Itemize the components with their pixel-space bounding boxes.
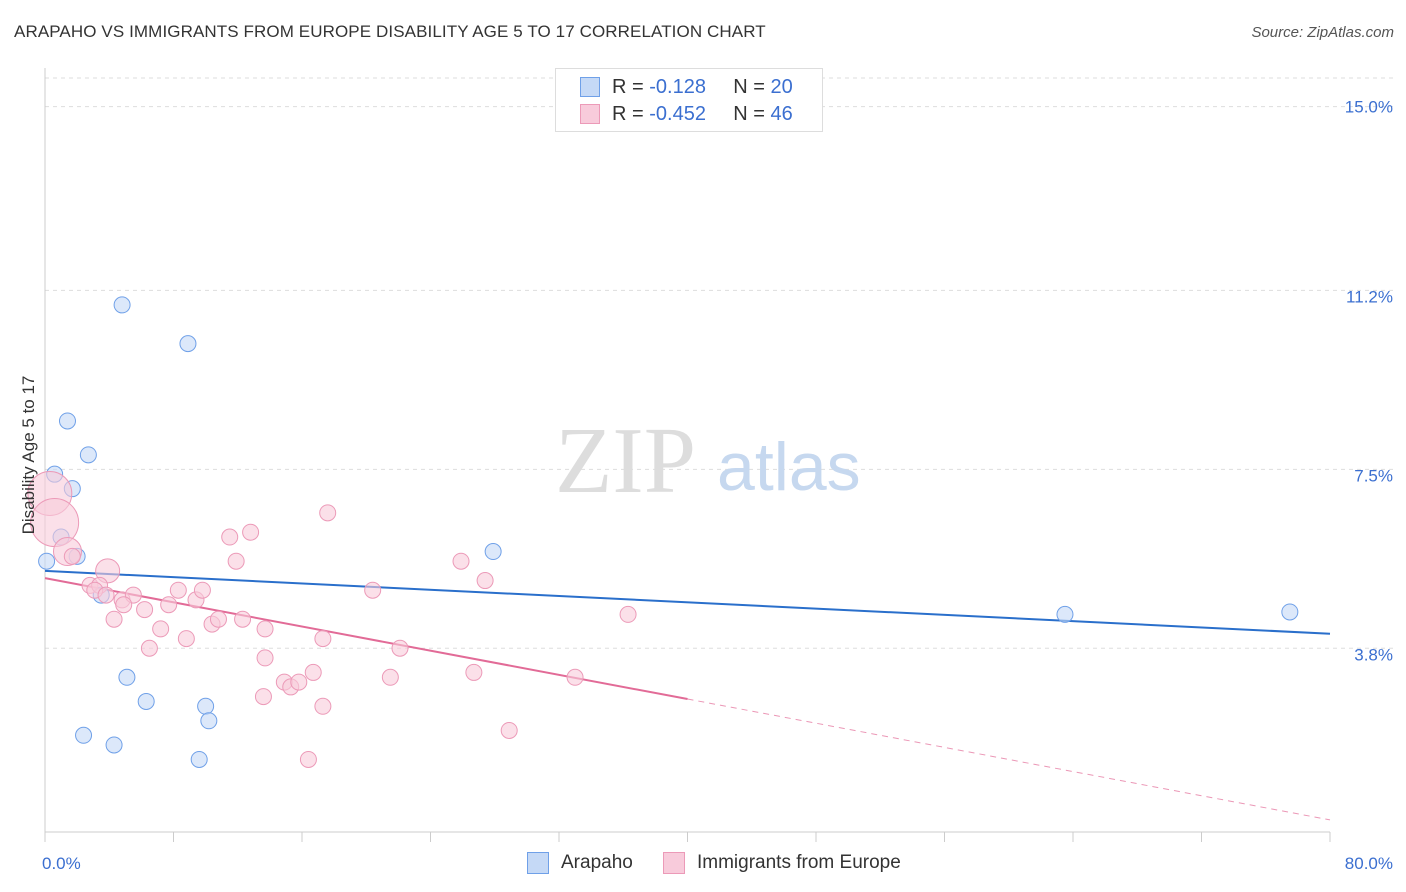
immigrants-point bbox=[364, 581, 382, 599]
immigrants-point bbox=[314, 630, 332, 648]
legend-swatch-arapaho bbox=[580, 77, 600, 97]
immigrants-point bbox=[227, 552, 245, 570]
legend-n-label: N = bbox=[733, 102, 765, 125]
immigrants-point bbox=[105, 610, 123, 628]
legend-item-arapaho[interactable]: Arapaho bbox=[527, 852, 633, 874]
arapaho-point bbox=[79, 446, 97, 464]
immigrants-trend-line-extension bbox=[687, 698, 1331, 821]
trend-lines bbox=[44, 569, 1331, 821]
arapaho-point bbox=[58, 412, 76, 430]
y-tick-label: 3.8% bbox=[1354, 645, 1393, 664]
immigrants-point bbox=[140, 639, 158, 657]
legend-r-label: R = bbox=[612, 102, 644, 125]
immigrants-point bbox=[169, 581, 187, 599]
stats-legend: R = -0.128 N = 20 R = -0.452 N = 46 bbox=[555, 68, 823, 132]
legend-swatch-arapaho bbox=[527, 852, 549, 874]
arapaho-point bbox=[105, 736, 123, 754]
x-tick-label: 80.0% bbox=[1345, 854, 1393, 873]
y-tick-label: 11.2% bbox=[1346, 287, 1393, 306]
tick-labels: 3.8% 7.5% 11.2% 15.0% 0.0% 80.0% bbox=[42, 98, 1393, 873]
immigrants-point bbox=[290, 673, 308, 691]
legend-row-arapaho: R = -0.128 N = 20 bbox=[580, 75, 793, 99]
arapaho-point bbox=[484, 543, 502, 561]
immigrants-point bbox=[193, 581, 211, 599]
immigrants-point bbox=[299, 750, 317, 768]
immigrants-point bbox=[221, 528, 239, 546]
arapaho-point bbox=[1056, 605, 1074, 623]
arapaho-trend-line bbox=[44, 569, 1331, 635]
immigrants-point bbox=[63, 547, 81, 565]
immigrants-point bbox=[160, 596, 178, 614]
immigrants-point bbox=[619, 605, 637, 623]
immigrants-point bbox=[97, 586, 115, 604]
legend-n-value: 46 bbox=[770, 102, 793, 125]
arapaho-point bbox=[179, 335, 197, 353]
immigrants-point bbox=[381, 668, 399, 686]
watermark-zip: ZIP bbox=[555, 409, 696, 513]
immigrants-point bbox=[115, 596, 133, 614]
immigrants-point bbox=[209, 610, 227, 628]
axes bbox=[44, 68, 1330, 833]
immigrants-point bbox=[314, 697, 332, 715]
legend-r-value: -0.128 bbox=[649, 75, 706, 98]
watermark: ZIP atlas bbox=[555, 409, 861, 513]
arapaho-point bbox=[1281, 603, 1299, 621]
immigrants-point bbox=[476, 572, 494, 590]
immigrants-point bbox=[242, 523, 260, 541]
arapaho-point bbox=[190, 750, 208, 768]
legend-label-arapaho: Arapaho bbox=[561, 852, 633, 873]
series-legend: Arapaho Immigrants from Europe bbox=[0, 852, 1406, 878]
immigrants-point bbox=[500, 721, 518, 739]
chart-title: ARAPAHO VS IMMIGRANTS FROM EUROPE DISABI… bbox=[14, 22, 766, 41]
arapaho-point bbox=[137, 692, 155, 710]
immigrants-point bbox=[319, 504, 337, 522]
arapaho-point bbox=[38, 552, 56, 570]
y-tick-label: 7.5% bbox=[1354, 466, 1393, 485]
immigrants-point bbox=[391, 639, 409, 657]
legend-swatch-immigrants bbox=[580, 104, 600, 124]
immigrants-point bbox=[566, 668, 584, 686]
immigrants-point bbox=[256, 620, 274, 638]
immigrants-point bbox=[452, 552, 470, 570]
legend-swatch-immigrants bbox=[663, 852, 685, 874]
immigrants-point bbox=[234, 610, 252, 628]
x-tick-label: 0.0% bbox=[42, 854, 81, 873]
immigrants-point bbox=[177, 630, 195, 648]
source-label: Source: ZipAtlas.com bbox=[1251, 24, 1394, 41]
y-tick-label: 15.0% bbox=[1345, 98, 1393, 117]
immigrants-point bbox=[256, 649, 274, 667]
legend-label-immigrants: Immigrants from Europe bbox=[697, 852, 901, 873]
legend-r-label: R = bbox=[612, 75, 644, 98]
legend-row-immigrants: R = -0.452 N = 46 bbox=[580, 102, 793, 126]
legend-n-value: 20 bbox=[770, 75, 793, 98]
legend-n-label: N = bbox=[733, 75, 765, 98]
y-axis-label: Disability Age 5 to 17 bbox=[19, 375, 38, 535]
arapaho-point bbox=[200, 712, 218, 730]
immigrants-point bbox=[254, 688, 272, 706]
legend-item-immigrants[interactable]: Immigrants from Europe bbox=[663, 852, 901, 874]
data-points bbox=[27, 296, 1299, 768]
arapaho-point bbox=[75, 726, 93, 744]
immigrants-point bbox=[465, 663, 483, 681]
watermark-atlas: atlas bbox=[717, 429, 861, 505]
immigrants-point bbox=[136, 601, 154, 619]
arapaho-point bbox=[118, 668, 136, 686]
legend-r-value: -0.452 bbox=[649, 102, 706, 125]
arapaho-point bbox=[197, 697, 215, 715]
arapaho-point bbox=[113, 296, 131, 314]
immigrants-point bbox=[152, 620, 170, 638]
immigrants-point bbox=[304, 663, 322, 681]
